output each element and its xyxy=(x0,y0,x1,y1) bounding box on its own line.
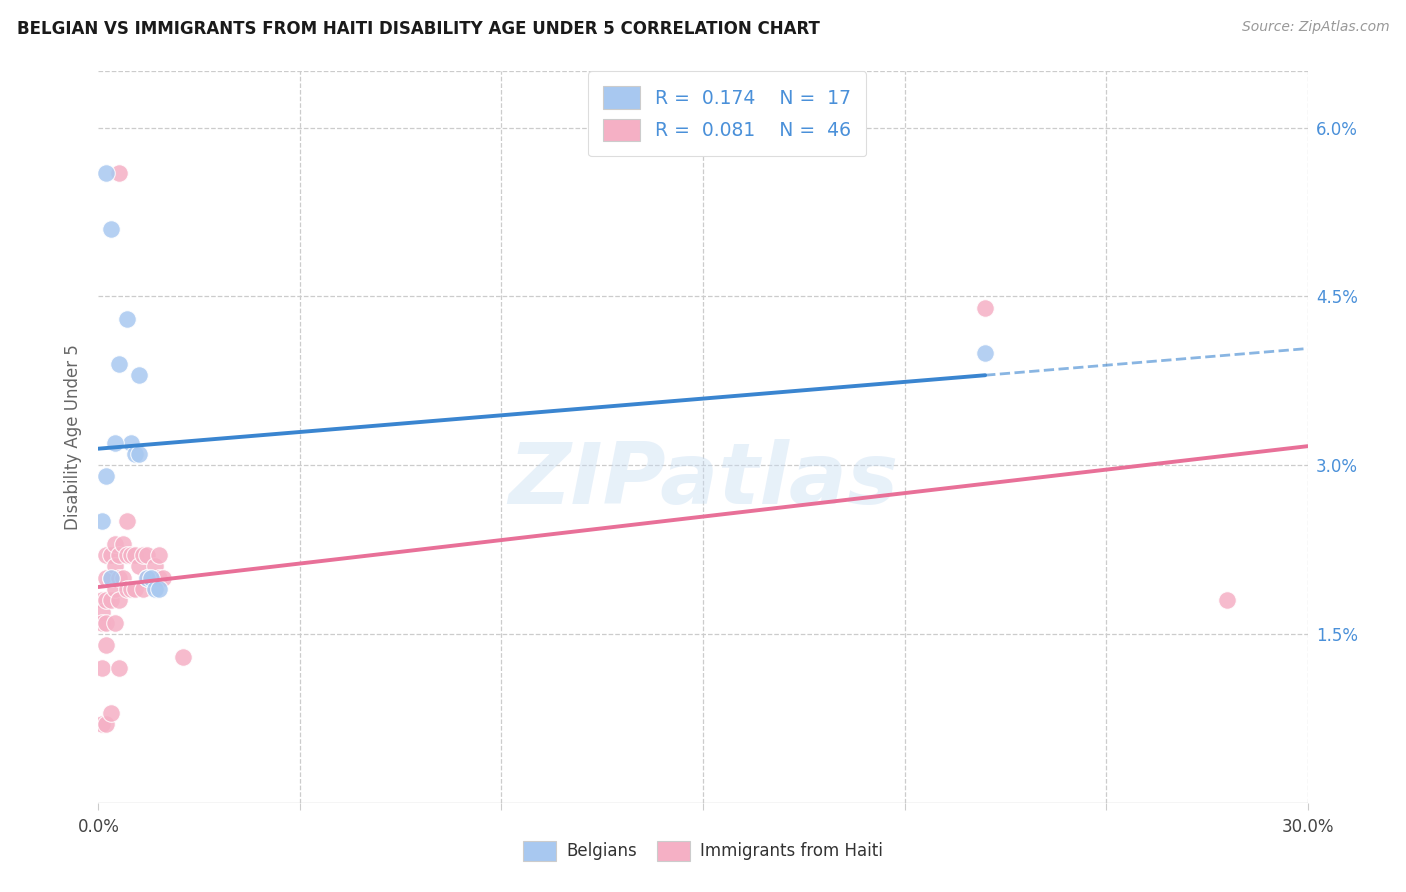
Point xyxy=(172,649,194,664)
Point xyxy=(132,582,155,596)
Text: BELGIAN VS IMMIGRANTS FROM HAITI DISABILITY AGE UNDER 5 CORRELATION CHART: BELGIAN VS IMMIGRANTS FROM HAITI DISABIL… xyxy=(17,20,820,37)
Point xyxy=(91,605,114,619)
Point xyxy=(103,582,125,596)
Point xyxy=(139,571,162,585)
Point xyxy=(107,571,129,585)
Point xyxy=(100,571,122,585)
Point xyxy=(132,548,155,562)
Point xyxy=(96,615,118,630)
Legend: Belgians, Immigrants from Haiti: Belgians, Immigrants from Haiti xyxy=(516,834,890,868)
Point xyxy=(100,222,122,236)
Y-axis label: Disability Age Under 5: Disability Age Under 5 xyxy=(63,344,82,530)
Point xyxy=(107,661,129,675)
Point xyxy=(115,312,138,326)
Point xyxy=(107,548,129,562)
Point xyxy=(91,593,114,607)
Point xyxy=(974,345,997,359)
Point xyxy=(135,571,157,585)
Point xyxy=(115,515,138,529)
Point xyxy=(100,571,122,585)
Point xyxy=(96,548,118,562)
Point xyxy=(107,166,129,180)
Point xyxy=(100,548,122,562)
Point xyxy=(974,301,997,315)
Point xyxy=(115,582,138,596)
Point xyxy=(96,638,118,652)
Point xyxy=(148,571,170,585)
Point xyxy=(96,717,118,731)
Point xyxy=(96,166,118,180)
Text: ZIPatlas: ZIPatlas xyxy=(508,440,898,523)
Point xyxy=(135,548,157,562)
Point xyxy=(152,571,174,585)
Point xyxy=(91,615,114,630)
Point xyxy=(96,593,118,607)
Point xyxy=(128,368,150,383)
Point xyxy=(143,559,166,574)
Point xyxy=(148,548,170,562)
Point xyxy=(148,582,170,596)
Point xyxy=(103,537,125,551)
Text: Source: ZipAtlas.com: Source: ZipAtlas.com xyxy=(1241,20,1389,34)
Point xyxy=(124,548,146,562)
Point xyxy=(100,706,122,720)
Point xyxy=(135,571,157,585)
Point xyxy=(120,548,142,562)
Point xyxy=(139,571,162,585)
Point xyxy=(128,559,150,574)
Point xyxy=(91,717,114,731)
Point xyxy=(107,593,129,607)
Point xyxy=(124,582,146,596)
Point xyxy=(115,548,138,562)
Point xyxy=(111,571,134,585)
Point xyxy=(103,615,125,630)
Point xyxy=(128,447,150,461)
Point xyxy=(107,357,129,371)
Point xyxy=(143,582,166,596)
Point xyxy=(103,559,125,574)
Point xyxy=(1216,593,1239,607)
Point xyxy=(91,515,114,529)
Point xyxy=(124,447,146,461)
Point xyxy=(91,661,114,675)
Point xyxy=(96,469,118,483)
Point xyxy=(103,435,125,450)
Point xyxy=(96,571,118,585)
Point xyxy=(100,593,122,607)
Point xyxy=(111,537,134,551)
Point xyxy=(120,435,142,450)
Point xyxy=(120,582,142,596)
